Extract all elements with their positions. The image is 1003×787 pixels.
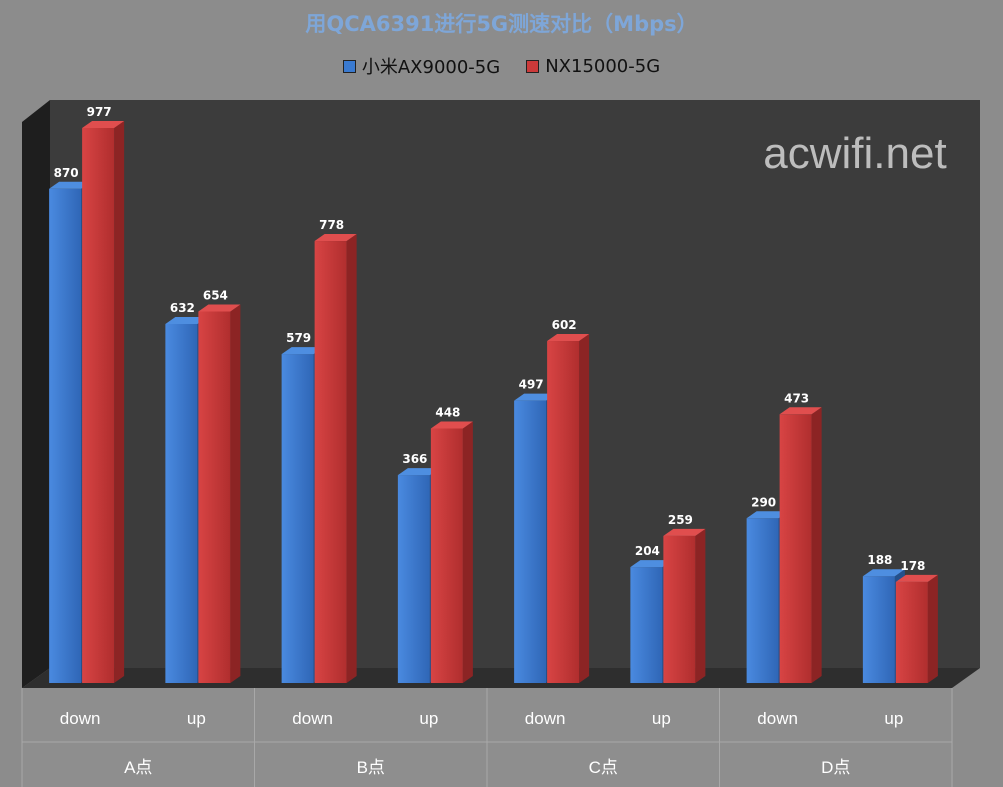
value-label-s1-2: 579 [286, 331, 311, 345]
x-tick-label-4: down [525, 709, 566, 728]
bar-side-s2-4 [579, 334, 590, 683]
x-tick-label-6: down [757, 709, 798, 728]
bar-top-s1-1 [165, 316, 208, 324]
bar-s1-1 [165, 323, 198, 683]
bar-side-s2-6 [811, 407, 822, 683]
x-group-label-0: A点 [124, 758, 152, 777]
value-label-s1-6: 290 [751, 495, 776, 509]
bar-s2-1 [198, 311, 231, 683]
bar-side-s2-1 [230, 304, 241, 683]
bar-side-s2-0 [114, 121, 125, 683]
bar-top-s2-0 [82, 121, 125, 128]
value-label-s2-6: 473 [784, 391, 809, 405]
bar-s1-6 [746, 518, 779, 683]
value-label-s1-5: 204 [635, 544, 660, 558]
bar-top-s2-6 [779, 407, 822, 415]
bar-top-s2-5 [663, 528, 706, 536]
plot-left-wall [22, 100, 50, 688]
legend-item-series-1: 小米AX9000-5G [342, 53, 501, 79]
bar-side-s2-7 [927, 574, 938, 683]
bar-s1-5 [630, 567, 663, 683]
value-label-s2-4: 602 [552, 318, 577, 332]
chart-legend: 小米AX9000-5G NX15000-5G [0, 53, 1003, 79]
legend-swatch-series-2 [526, 59, 540, 73]
value-label-s1-1: 632 [170, 301, 195, 315]
watermark-text: acwifi.net [763, 129, 946, 178]
value-label-s1-4: 497 [519, 378, 544, 392]
bar-top-s2-4 [547, 334, 590, 342]
value-label-s1-0: 870 [54, 166, 79, 180]
plot-floor [22, 668, 980, 688]
bar-s2-6 [779, 414, 812, 683]
bar-top-s2-2 [314, 234, 357, 242]
bar-top-s2-1 [198, 304, 241, 312]
bar-s1-2 [281, 354, 314, 683]
x-axis: down up down up down up down up A点 B点 C点 D点 [21, 688, 953, 787]
x-tick-label-0: down [60, 709, 101, 728]
bar-top-s2-3 [430, 421, 473, 429]
x-tick-label-3: up [419, 709, 438, 728]
bar-top-s1-2 [281, 347, 324, 355]
legend-label-series-1: 小米AX9000-5G [361, 57, 501, 78]
bar-s1-4 [514, 400, 547, 683]
bar-top-s1-4 [514, 393, 557, 401]
x-tick-label-7: up [884, 709, 903, 728]
x-tick-label-2: down [292, 709, 333, 728]
value-label-s2-0: 977 [87, 105, 112, 119]
value-labels-layer: 870 977 632 654 579 778 366 448 497 602 204 259 290 4… [54, 105, 926, 573]
bar-side-s2-3 [462, 421, 473, 683]
x-group-label-1: B点 [357, 758, 385, 777]
bar-top-s1-6 [746, 511, 789, 519]
bar-top-s1-5 [630, 560, 673, 568]
bar-s2-3 [430, 428, 463, 683]
bar-s2-4 [547, 341, 580, 683]
value-label-s2-1: 654 [203, 288, 228, 302]
x-tick-label-5: up [652, 709, 671, 728]
x-group-label-3: D点 [821, 758, 850, 777]
bar-s2-0 [82, 128, 115, 683]
bar-s2-2 [314, 241, 347, 683]
value-label-s2-3: 448 [435, 406, 460, 420]
legend-swatch-series-1 [342, 59, 356, 73]
bar-s1-7 [862, 576, 895, 683]
bar-top-s1-7 [862, 569, 905, 577]
x-tick-label-1: up [187, 709, 206, 728]
value-label-s2-5: 259 [668, 513, 693, 527]
bar-top-s1-0 [49, 181, 92, 189]
value-label-s1-3: 366 [402, 452, 427, 466]
bar-top-s1-3 [397, 468, 440, 476]
bar-top-s2-7 [895, 574, 938, 582]
bar-s1-0 [49, 188, 82, 683]
legend-label-series-2: NX15000-5G [545, 55, 661, 77]
chart-title: 用QCA6391进行5G测速对比（Mbps） [305, 12, 698, 36]
bar-s2-7 [895, 581, 928, 683]
bar-s2-5 [663, 535, 696, 683]
bar-side-s2-5 [695, 528, 706, 683]
x-group-label-2: C点 [589, 758, 618, 777]
bars-layer [49, 121, 938, 683]
bar-side-s2-2 [346, 234, 357, 683]
value-label-s2-7: 178 [900, 559, 925, 573]
bar-s1-3 [397, 475, 430, 683]
value-label-s2-2: 778 [319, 218, 344, 232]
legend-item-series-2: NX15000-5G [526, 53, 660, 79]
value-label-s1-7: 188 [867, 553, 892, 567]
